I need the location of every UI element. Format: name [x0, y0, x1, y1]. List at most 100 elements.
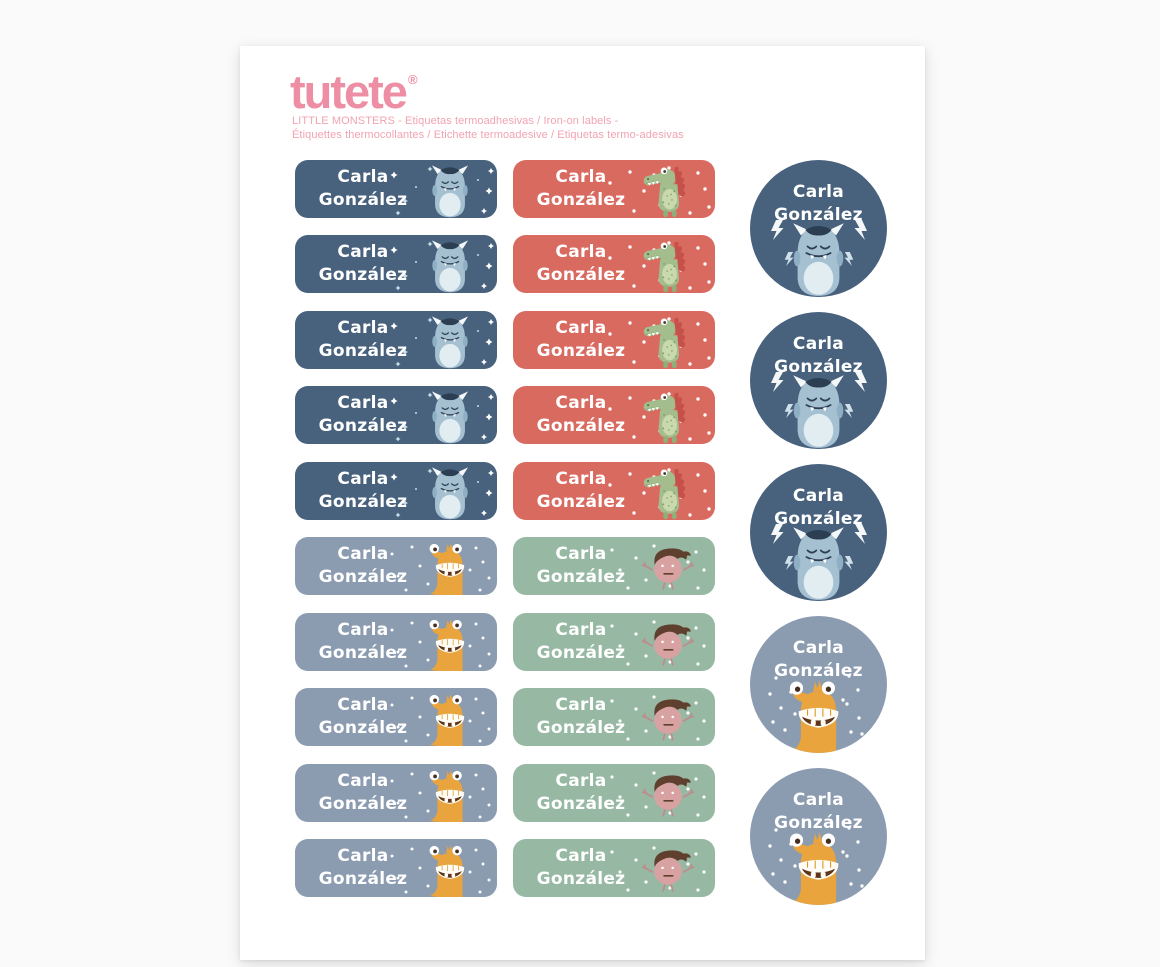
horned-yeti-monster-icon [424, 389, 476, 444]
label-first-name: Carla [555, 318, 607, 338]
dots-decoration [610, 544, 706, 590]
sparkles-decoration [390, 166, 494, 216]
label-last-name: González [774, 813, 863, 833]
label-first-name: Carla [337, 771, 389, 791]
iron-on-name-label-round-slate: Carla González [750, 768, 887, 905]
label-last-name: González [536, 190, 626, 210]
label-first-name: Carla [555, 242, 607, 262]
label-sheet: tutete ® LITTLE MONSTERS - Etiquetas term… [240, 46, 925, 960]
label-last-name: González [536, 265, 626, 285]
label-first-name: Carla [337, 393, 389, 413]
horned-yeti-monster-icon [424, 465, 476, 520]
label-name: Carla González [750, 181, 887, 227]
label-first-name: Carla [792, 790, 845, 810]
iron-on-name-label-rect-coral: Carla González [513, 160, 715, 218]
iron-on-name-label-rect-sage: Carla González [513, 688, 715, 746]
sparkles-decoration [390, 241, 494, 291]
iron-on-name-label-rect-navy: Carla González [295, 386, 497, 444]
label-first-name: Carla [337, 620, 389, 640]
label-last-name: González [774, 205, 863, 225]
pink-bird-monster-icon [642, 767, 694, 822]
iron-on-name-label-rect-navy: Carla González [295, 311, 497, 369]
trademark-symbol: ® [407, 72, 418, 87]
label-last-name: González [318, 794, 408, 814]
label-name: Carla González [297, 317, 429, 363]
label-last-name: González [774, 509, 863, 529]
label-first-name: Carla [792, 182, 845, 202]
iron-on-name-label-rect-sage: Carla González [513, 764, 715, 822]
lightning-bolts-decoration [771, 524, 867, 570]
yellow-grinning-monster-icon [783, 676, 854, 753]
label-last-name: González [536, 492, 626, 512]
label-first-name: Carla [337, 846, 389, 866]
iron-on-name-label-rect-navy: Carla González [295, 160, 497, 218]
yellow-grinning-monster-icon [424, 540, 476, 595]
pink-bird-monster-icon [642, 616, 694, 671]
pink-bird-monster-icon [642, 540, 694, 595]
subtitle-line-1: LITTLE MONSTERS - Etiquetas termoadhesiv… [292, 115, 619, 127]
sheet-subtitle: LITTLE MONSTERS - Etiquetas termoadhesiv… [292, 115, 684, 142]
yellow-grinning-monster-icon [783, 828, 854, 905]
iron-on-name-label-rect-navy: Carla González [295, 235, 497, 293]
label-last-name: González [536, 794, 626, 814]
iron-on-name-label-rect-coral: Carla González [513, 235, 715, 293]
iron-on-name-label-rect-navy: Carla González [295, 462, 497, 520]
label-first-name: Carla [337, 318, 389, 338]
horned-yeti-monster-icon [424, 238, 476, 293]
label-last-name: González [318, 416, 408, 436]
label-first-name: Carla [555, 620, 607, 640]
label-name: Carla González [297, 619, 429, 665]
iron-on-name-label-rect-sage: Carla González [513, 537, 715, 595]
crocodile-monster-icon [642, 314, 694, 369]
label-name: Carla González [515, 770, 647, 816]
iron-on-name-label-rect-slate: Carla González [295, 613, 497, 671]
label-name: Carla González [297, 468, 429, 514]
lightning-bolts-decoration [771, 372, 867, 418]
label-name: Carla González [515, 166, 647, 212]
label-last-name: González [536, 567, 626, 587]
label-first-name: Carla [337, 544, 389, 564]
label-first-name: Carla [337, 242, 389, 262]
label-first-name: Carla [792, 486, 845, 506]
label-name: Carla González [297, 241, 429, 287]
iron-on-name-label-rect-coral: Carla González [513, 386, 715, 444]
dots-decoration [768, 826, 864, 888]
label-name: Carla González [515, 317, 647, 363]
iron-on-name-label-rect-sage: Carla González [513, 839, 715, 897]
horned-yeti-monster-icon [424, 314, 476, 369]
label-name: Carla González [297, 543, 429, 589]
label-name: Carla González [750, 637, 887, 683]
label-last-name: González [318, 718, 408, 738]
yellow-grinning-monster-icon [424, 616, 476, 671]
label-name: Carla González [515, 543, 647, 589]
label-last-name: González [774, 661, 863, 681]
label-name: Carla González [297, 392, 429, 438]
label-name: Carla González [515, 694, 647, 740]
label-name: Carla González [297, 166, 429, 212]
label-name: Carla González [750, 789, 887, 835]
dots-decoration [608, 166, 711, 215]
subtitle-line-2: Étiquettes thermocollantes / Etichette t… [292, 128, 684, 141]
label-last-name: González [536, 341, 626, 361]
pink-bird-monster-icon [642, 691, 694, 746]
iron-on-name-label-round-navy: Carla González [750, 160, 887, 297]
iron-on-name-label-rect-coral: Carla González [513, 462, 715, 520]
crocodile-monster-icon [642, 163, 694, 218]
label-last-name: González [536, 718, 626, 738]
crocodile-monster-icon [642, 389, 694, 444]
label-last-name: González [536, 869, 626, 889]
horned-yeti-monster-icon [424, 163, 476, 218]
yellow-grinning-monster-icon [424, 842, 476, 897]
label-first-name: Carla [555, 167, 607, 187]
horned-yeti-monster-icon [783, 220, 854, 297]
iron-on-name-label-rect-slate: Carla González [295, 688, 497, 746]
crocodile-monster-icon [642, 465, 694, 520]
label-name: Carla González [750, 333, 887, 379]
horned-yeti-monster-icon [783, 372, 854, 449]
label-first-name: Carla [792, 334, 845, 354]
label-first-name: Carla [555, 771, 607, 791]
label-first-name: Carla [337, 469, 389, 489]
label-last-name: González [536, 416, 626, 436]
label-last-name: González [318, 869, 408, 889]
